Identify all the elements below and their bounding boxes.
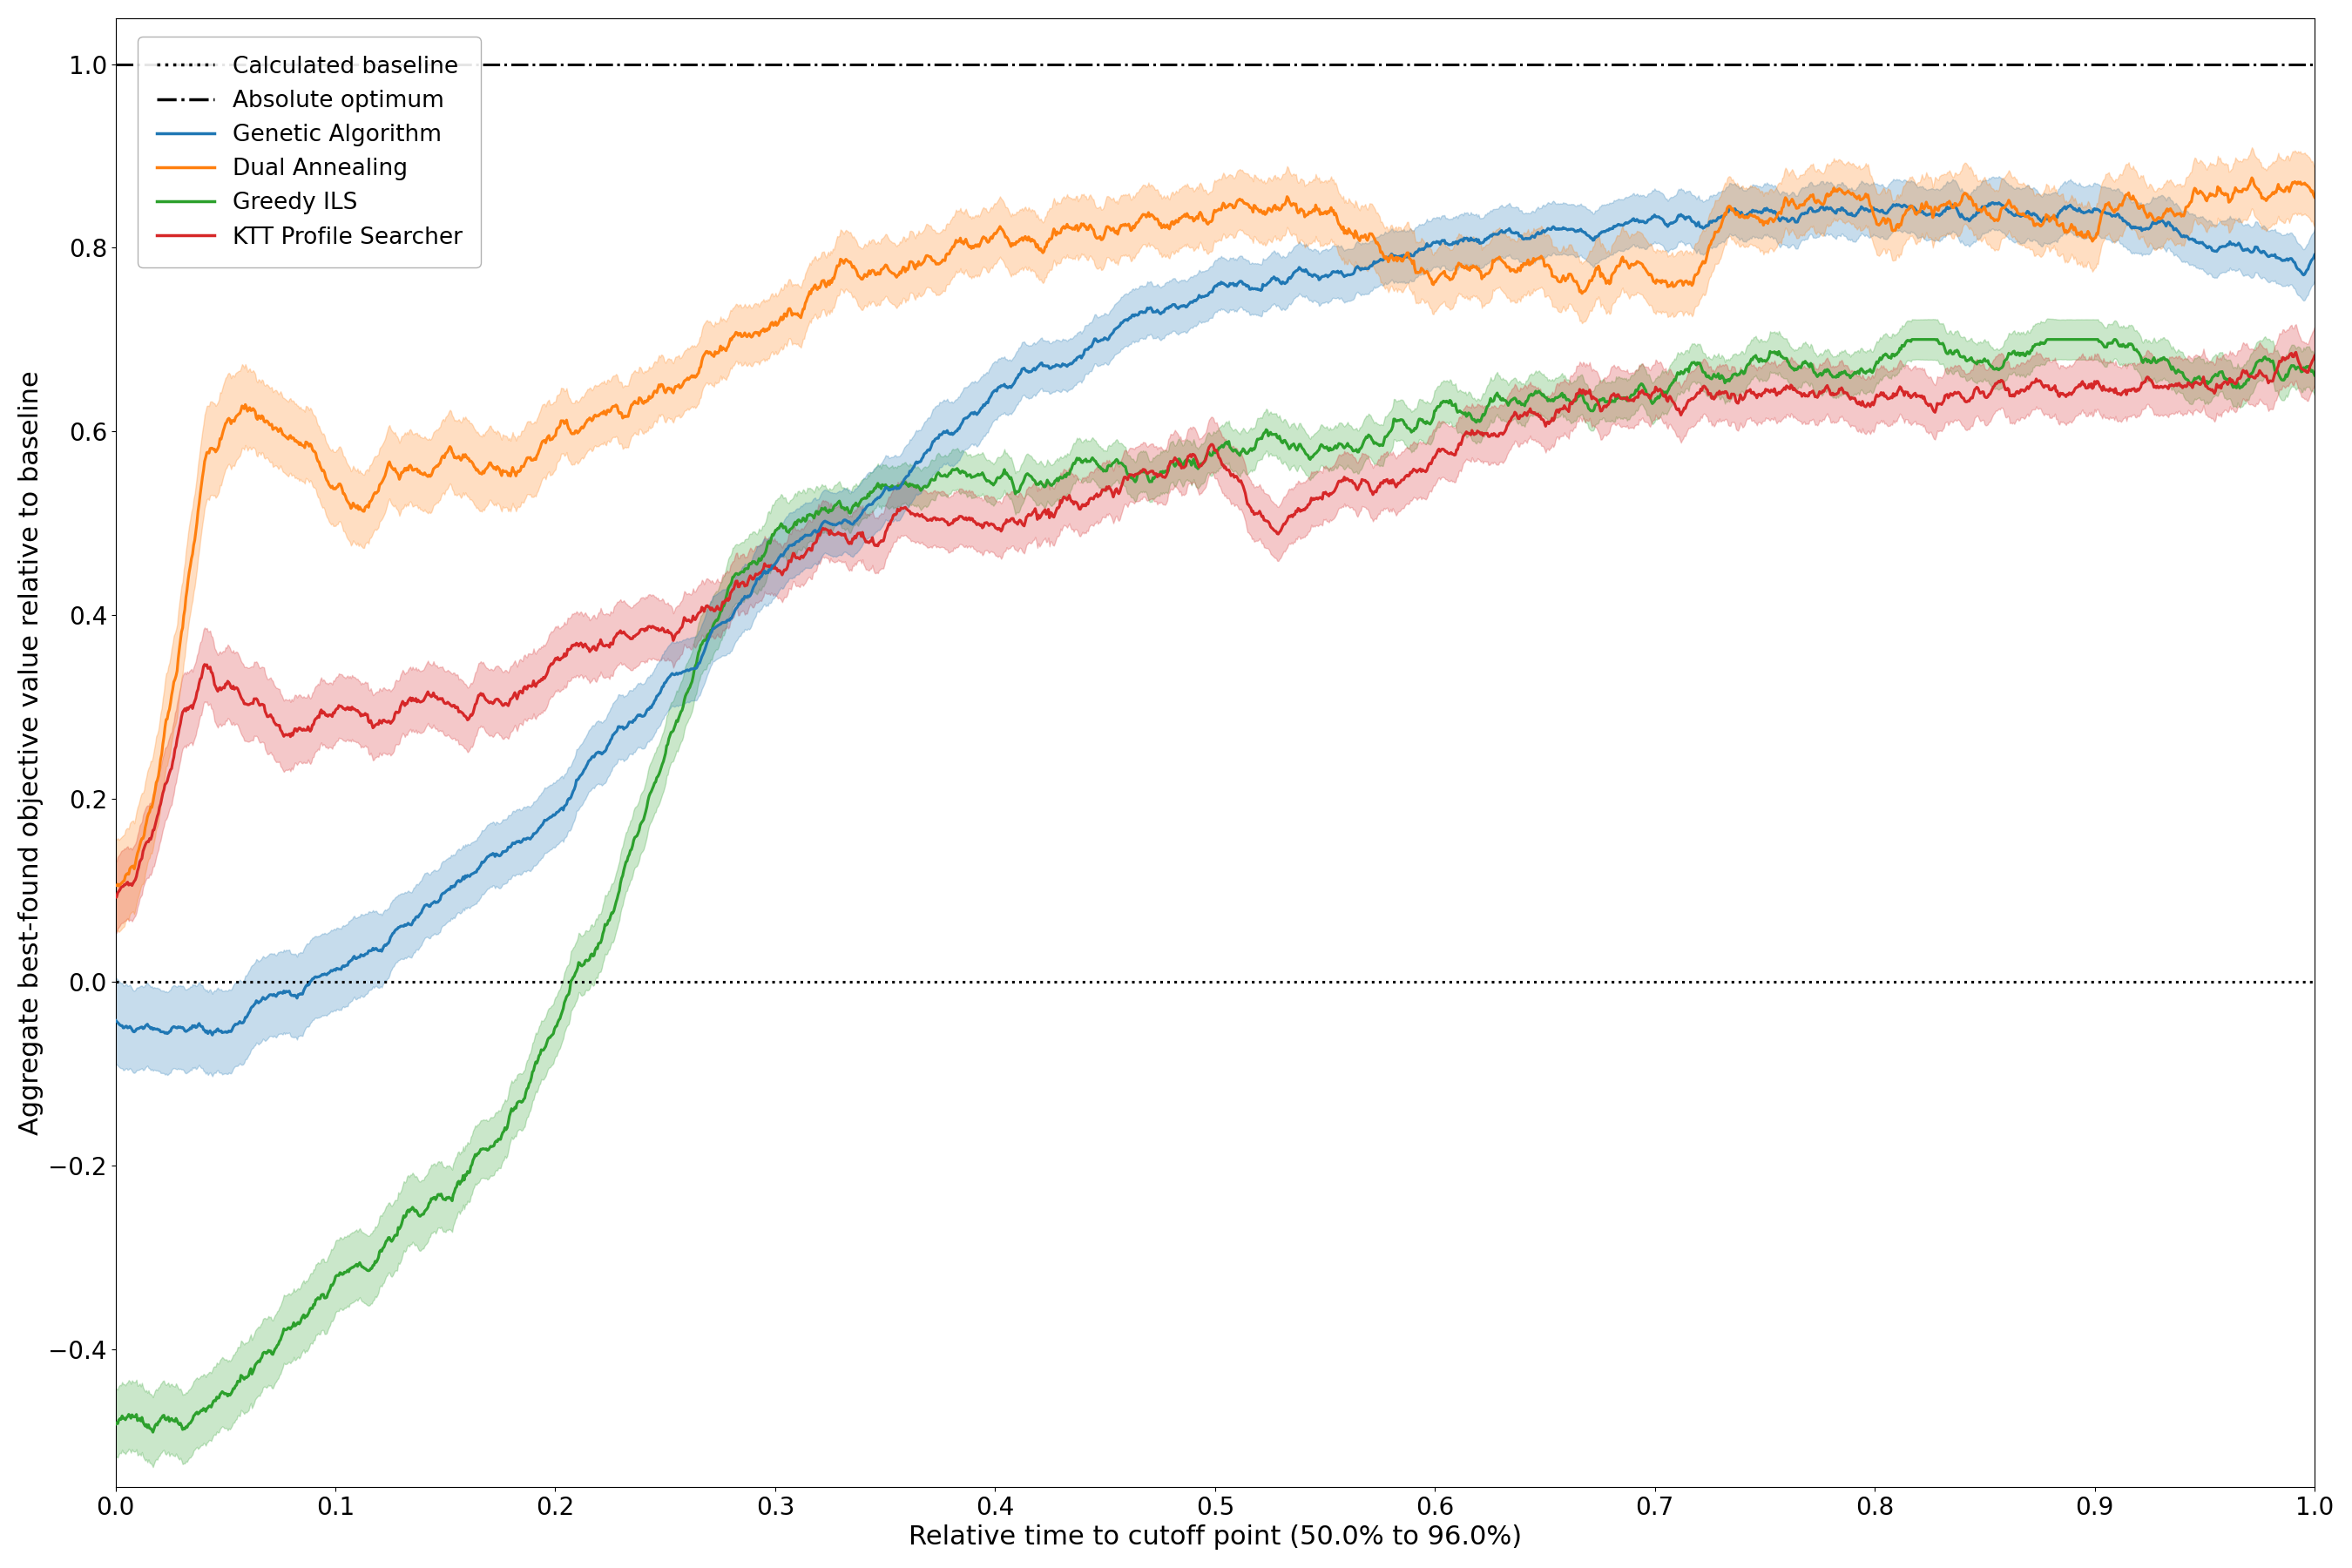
Legend: Calculated baseline, Absolute optimum, Genetic Algorithm, Dual Annealing, Greedy: Calculated baseline, Absolute optimum, G… (139, 38, 480, 267)
X-axis label: Relative time to cutoff point (50.0% to 96.0%): Relative time to cutoff point (50.0% to … (908, 1524, 1522, 1549)
Y-axis label: Aggregate best-found objective value relative to baseline: Aggregate best-found objective value rel… (19, 370, 42, 1135)
